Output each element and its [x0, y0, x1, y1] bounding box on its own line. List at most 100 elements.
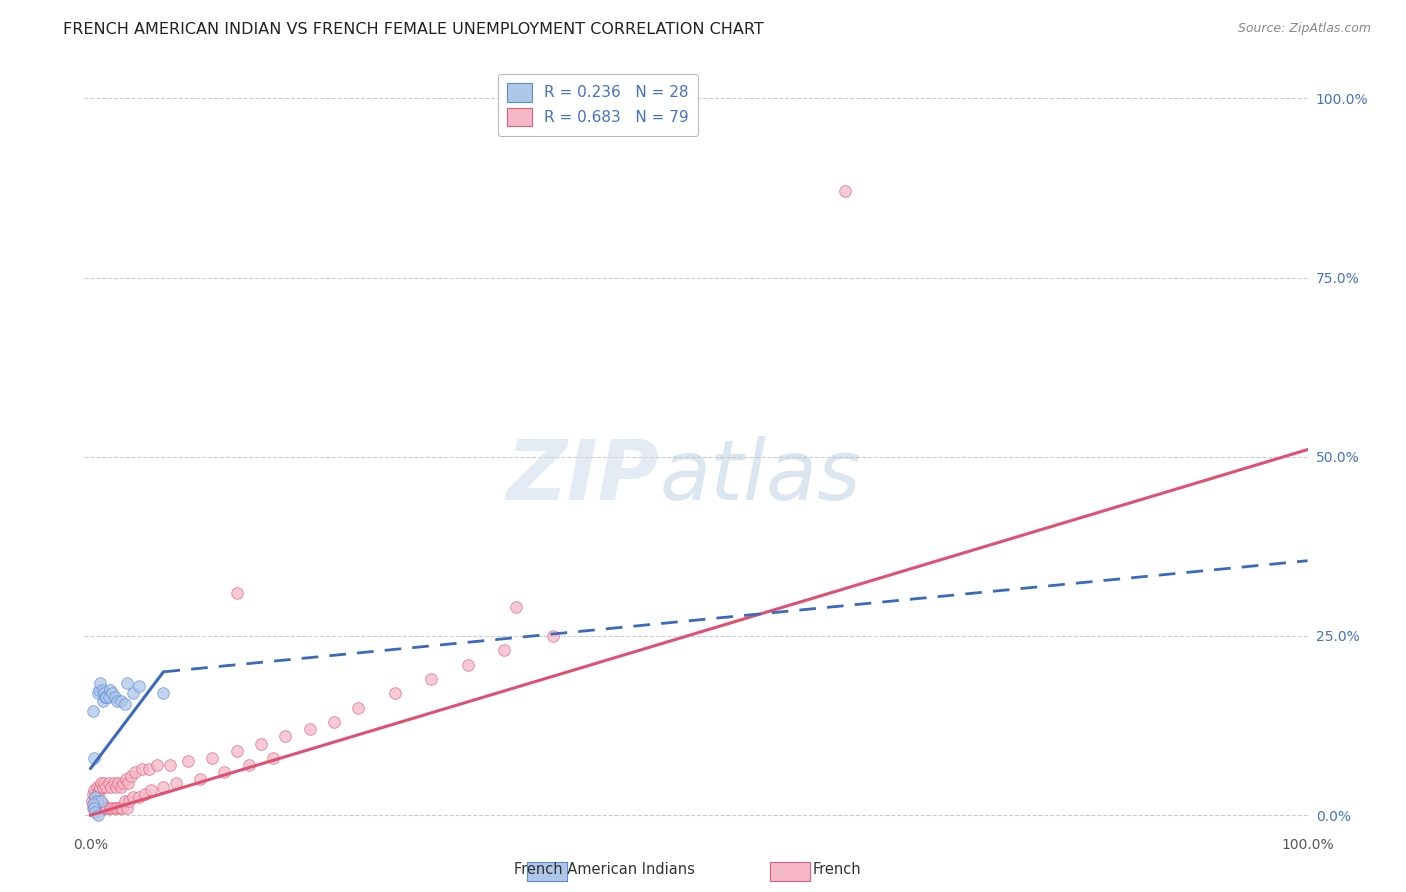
- Point: [105, 801, 128, 815]
- Point: [122, 686, 145, 700]
- Point: [347, 700, 370, 714]
- Point: [110, 780, 132, 794]
- Point: [89, 675, 111, 690]
- Point: [238, 758, 260, 772]
- Point: [322, 714, 344, 729]
- Point: [90, 794, 112, 808]
- Point: [107, 776, 129, 790]
- Point: [115, 801, 138, 815]
- Point: [96, 690, 118, 704]
- Point: [159, 758, 181, 772]
- Text: French American Indians: French American Indians: [515, 863, 695, 877]
- Point: [152, 686, 174, 700]
- Point: [86, 790, 108, 805]
- Point: [138, 762, 160, 776]
- Point: [86, 794, 108, 808]
- Point: [84, 805, 107, 819]
- Point: [110, 693, 132, 707]
- Point: [188, 772, 211, 787]
- Point: [82, 787, 104, 801]
- Point: [104, 801, 127, 815]
- Point: [834, 185, 856, 199]
- Point: [124, 765, 146, 780]
- Point: [105, 780, 128, 794]
- Point: [87, 787, 110, 801]
- Point: [80, 794, 103, 808]
- Point: [103, 776, 125, 790]
- Text: FRENCH AMERICAN INDIAN VS FRENCH FEMALE UNEMPLOYMENT CORRELATION CHART: FRENCH AMERICAN INDIAN VS FRENCH FEMALE …: [63, 22, 763, 37]
- Point: [93, 686, 115, 700]
- Point: [250, 737, 273, 751]
- Point: [97, 690, 120, 704]
- Point: [91, 693, 114, 707]
- Point: [384, 686, 406, 700]
- Point: [87, 801, 110, 815]
- Point: [98, 801, 121, 815]
- Point: [165, 776, 187, 790]
- Point: [87, 808, 110, 822]
- Point: [84, 790, 107, 805]
- Point: [84, 801, 107, 815]
- Point: [114, 697, 136, 711]
- Point: [83, 751, 105, 765]
- Point: [118, 794, 141, 808]
- Point: [152, 780, 174, 794]
- Point: [112, 776, 135, 790]
- Text: atlas: atlas: [659, 436, 860, 517]
- Point: [115, 675, 138, 690]
- Point: [122, 790, 145, 805]
- Point: [141, 783, 163, 797]
- Point: [93, 776, 115, 790]
- Point: [274, 730, 297, 744]
- Point: [87, 682, 110, 697]
- Point: [134, 787, 156, 801]
- Point: [90, 776, 112, 790]
- Point: [114, 772, 136, 787]
- Point: [541, 629, 564, 643]
- Point: [120, 769, 142, 783]
- Point: [177, 755, 200, 769]
- Point: [89, 801, 111, 815]
- Point: [114, 794, 136, 808]
- Point: [94, 690, 117, 704]
- Point: [457, 657, 479, 672]
- Point: [225, 744, 247, 758]
- Point: [83, 783, 105, 797]
- Point: [100, 780, 122, 794]
- Point: [97, 776, 120, 790]
- Point: [131, 762, 153, 776]
- Point: [117, 776, 139, 790]
- Point: [90, 801, 112, 815]
- Point: [91, 682, 114, 697]
- Point: [105, 693, 128, 707]
- Point: [201, 751, 224, 765]
- Text: Source: ZipAtlas.com: Source: ZipAtlas.com: [1237, 22, 1371, 36]
- Point: [96, 780, 118, 794]
- Point: [87, 783, 110, 797]
- Point: [298, 722, 321, 736]
- Legend: R = 0.236   N = 28, R = 0.683   N = 79: R = 0.236 N = 28, R = 0.683 N = 79: [498, 74, 697, 136]
- Point: [101, 686, 124, 700]
- Point: [146, 758, 169, 772]
- Text: ZIP: ZIP: [506, 436, 659, 517]
- Point: [82, 801, 104, 815]
- Point: [91, 797, 114, 812]
- Point: [86, 780, 108, 794]
- Point: [86, 801, 108, 815]
- Point: [93, 801, 115, 815]
- Point: [108, 801, 131, 815]
- Point: [128, 679, 150, 693]
- Point: [104, 690, 127, 704]
- Point: [505, 600, 527, 615]
- Point: [89, 780, 111, 794]
- Point: [420, 672, 443, 686]
- Point: [91, 780, 114, 794]
- Point: [262, 751, 284, 765]
- Point: [83, 801, 105, 815]
- Point: [214, 765, 236, 780]
- Point: [82, 704, 104, 718]
- Point: [128, 790, 150, 805]
- Text: French: French: [813, 863, 860, 877]
- Point: [494, 643, 516, 657]
- Point: [87, 801, 110, 815]
